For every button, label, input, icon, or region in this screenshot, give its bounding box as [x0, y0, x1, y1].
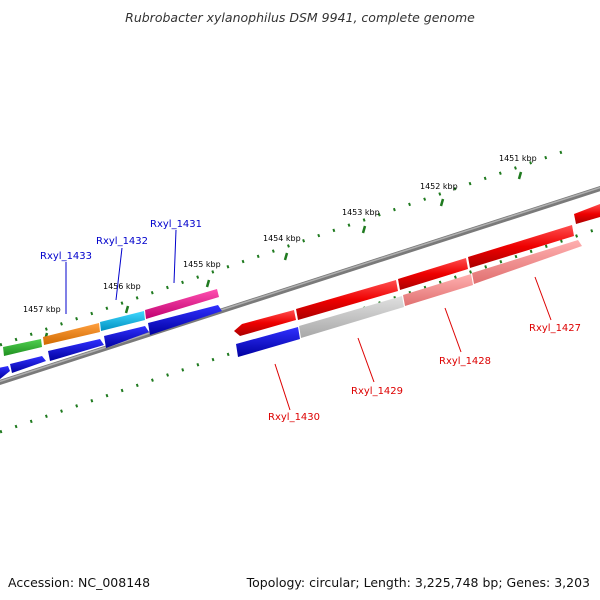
- gene-track-right-upper: [234, 204, 600, 336]
- gene-rxyl-1428-upper: [398, 258, 468, 290]
- gene-arrow-blue: [148, 305, 222, 335]
- gene-rxyl-1427: [472, 240, 582, 284]
- scale-label: 1451 kbp: [499, 154, 537, 163]
- label-leaders: [65, 229, 552, 411]
- scale-label: 1453 kbp: [342, 208, 380, 217]
- gene-label: Rxyl_1430: [268, 412, 320, 423]
- scale-label: 1455 kbp: [183, 260, 221, 269]
- gene-arrow-green: [3, 339, 42, 356]
- gene-rxyl-1432: [100, 311, 145, 331]
- gene-rxyl-1429: [299, 296, 404, 338]
- scale-label: 1456 kbp: [103, 282, 141, 291]
- inner-tick-row: [0, 226, 600, 434]
- gene-label: Rxyl_1431: [150, 219, 202, 230]
- gene-track-left-upper: [3, 289, 219, 356]
- gene-track-right-lower: [236, 240, 582, 357]
- gene-arrow-blue: [10, 356, 46, 373]
- accession-text: Accession: NC_008148: [8, 575, 151, 590]
- outer-tick-row: [0, 149, 566, 347]
- gene-arrow-blue: [48, 339, 104, 361]
- genome-backbone: [0, 185, 600, 386]
- gene-label: Rxyl_1428: [439, 356, 491, 367]
- scale-labels: 1451 kbp 1452 kbp 1453 kbp 1454 kbp 1455…: [23, 154, 537, 314]
- scale-label: 1452 kbp: [420, 182, 458, 191]
- gene-label: Rxyl_1433: [40, 251, 92, 262]
- gene-rxyl-1429-upper: [296, 280, 398, 320]
- gene-rxyl-1430-upper: [234, 310, 296, 336]
- gene-rxyl-1430: [236, 327, 300, 357]
- gene-track-left-lower: [0, 305, 222, 379]
- gene-label: Rxyl_1427: [529, 323, 581, 334]
- gene-rxyl-1431: [145, 289, 219, 319]
- genome-summary-text: Topology: circular; Length: 3,225,748 bp…: [246, 575, 590, 590]
- genome-title: Rubrobacter xylanophilus DSM 9941, compl…: [125, 10, 475, 25]
- gene-arrow-red: [574, 204, 600, 224]
- gene-label: Rxyl_1429: [351, 386, 403, 397]
- gene-arrow-blue: [0, 366, 10, 379]
- gene-label: Rxyl_1432: [96, 236, 148, 247]
- gene-labels: Rxyl_1433 Rxyl_1432 Rxyl_1431 Rxyl_1430 …: [40, 219, 581, 423]
- gene-arrow-blue: [104, 326, 149, 348]
- gene-rxyl-1433: [43, 323, 100, 345]
- scale-label: 1457 kbp: [23, 305, 61, 314]
- scale-label: 1454 kbp: [263, 234, 301, 243]
- gene-rxyl-1427-upper: [468, 225, 574, 268]
- gene-rxyl-1428: [403, 274, 473, 306]
